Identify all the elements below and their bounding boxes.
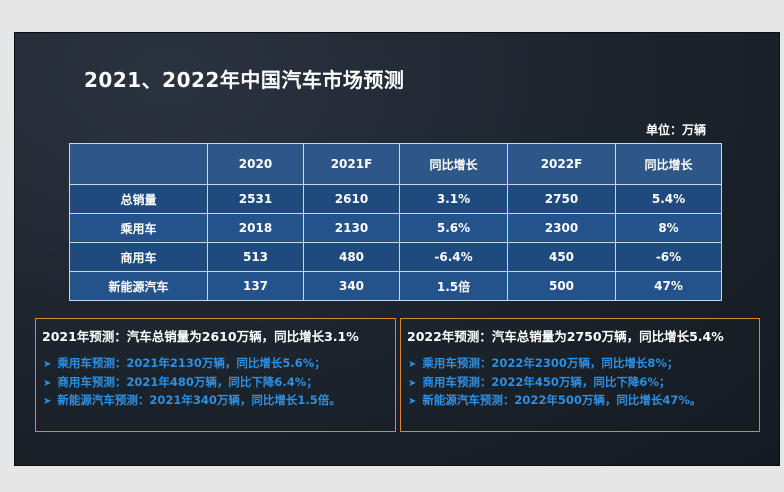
table-cell: -6.4% [399, 242, 508, 272]
table-row: 新能源汽车 137 340 1.5倍 500 47% [69, 271, 722, 301]
forecast-2022-box: 2022年预测：汽车总销量为2750万辆，同比增长5.4% ➤ 乘用车预测：202… [400, 318, 760, 432]
forecast-2022-list: ➤ 乘用车预测：2022年2300万辆，同比增长8%； ➤ 商用车预测：2022年4… [401, 355, 759, 411]
list-item-text: 新能源汽车预测：2021年340万辆，同比增长1.5倍。 [57, 393, 341, 407]
list-item-text: 乘用车预测：2021年2130万辆，同比增长5.6%； [57, 356, 326, 370]
table-cell: 2610 [303, 184, 400, 214]
table-cell: 480 [303, 242, 400, 272]
list-item-text: 新能源汽车预测：2022年500万辆，同比增长47%。 [422, 393, 702, 407]
table-cell: 2130 [303, 213, 400, 243]
list-item: ➤ 乘用车预测：2022年2300万辆，同比增长8%； [408, 355, 759, 374]
table-row: 乘用车 2018 2130 5.6% 2300 8% [69, 213, 722, 243]
header-cell: 同比增长 [399, 143, 508, 185]
table-cell: 340 [303, 271, 400, 301]
list-item-text: 商用车预测：2022年450万辆，同比下降6%； [422, 374, 671, 389]
table-cell: 450 [507, 242, 616, 272]
table-row: 总销量 2531 2610 3.1% 2750 5.4% [69, 184, 722, 214]
row-label: 总销量 [69, 184, 208, 214]
forecast-2021-heading: 2021年预测：汽车总销量为2610万辆，同比增长3.1% [42, 329, 359, 344]
row-label: 乘用车 [69, 213, 208, 243]
header-cell: 2020 [207, 143, 304, 185]
table-cell: 500 [507, 271, 616, 301]
arrow-bullet-icon: ➤ [408, 396, 417, 407]
table-cell: 5.6% [399, 213, 508, 243]
list-item: ➤ 乘用车预测：2021年2130万辆，同比增长5.6%； [43, 355, 395, 374]
header-cell: 2022F [507, 143, 616, 185]
unit-label: 单位：万辆 [646, 123, 707, 137]
page-title: 2021、2022年中国汽车市场预测 [84, 68, 405, 92]
row-label: 新能源汽车 [69, 271, 208, 301]
table-cell: 513 [207, 242, 304, 272]
table-cell: 47% [615, 271, 722, 301]
row-label: 商用车 [69, 242, 208, 272]
header-cell [69, 143, 208, 185]
table-cell: 5.4% [615, 184, 722, 214]
table-cell: 2531 [207, 184, 304, 214]
list-item-text: 商用车预测：2021年480万辆，同比下降6.4%； [57, 374, 318, 389]
list-item: ➤ 商用车预测：2021年480万辆，同比下降6.4%； [43, 374, 395, 393]
table-header-row: 2020 2021F 同比增长 2022F 同比增长 [69, 143, 722, 185]
table-cell: 137 [207, 271, 304, 301]
table-cell: 2018 [207, 213, 304, 243]
forecast-table: 2020 2021F 同比增长 2022F 同比增长 总销量 2531 2610… [69, 143, 722, 301]
arrow-bullet-icon: ➤ [408, 377, 417, 389]
forecast-2021-box: 2021年预测：汽车总销量为2610万辆，同比增长3.1% ➤ 乘用车预测：202… [35, 318, 396, 432]
table-cell: 2300 [507, 213, 616, 243]
table-cell: -6% [615, 242, 722, 272]
table-cell: 8% [615, 213, 722, 243]
header-cell: 同比增长 [615, 143, 722, 185]
arrow-bullet-icon: ➤ [43, 359, 52, 370]
arrow-bullet-icon: ➤ [408, 359, 417, 370]
arrow-bullet-icon: ➤ [43, 377, 52, 389]
table-cell: 1.5倍 [399, 271, 508, 301]
table-cell: 3.1% [399, 184, 508, 214]
table-row: 商用车 513 480 -6.4% 450 -6% [69, 242, 722, 272]
list-item: ➤ 新能源汽车预测：2022年500万辆，同比增长47%。 [408, 392, 759, 411]
forecast-2021-list: ➤ 乘用车预测：2021年2130万辆，同比增长5.6%； ➤ 商用车预测：2021… [36, 355, 395, 411]
arrow-bullet-icon: ➤ [43, 396, 52, 407]
list-item: ➤ 新能源汽车预测：2021年340万辆，同比增长1.5倍。 [43, 392, 395, 411]
list-item-text: 乘用车预测：2022年2300万辆，同比增长8%； [422, 356, 679, 370]
table-cell: 2750 [507, 184, 616, 214]
list-item: ➤ 商用车预测：2022年450万辆，同比下降6%； [408, 374, 759, 393]
forecast-2022-heading: 2022年预测：汽车总销量为2750万辆，同比增长5.4% [407, 329, 724, 344]
header-cell: 2021F [303, 143, 400, 185]
